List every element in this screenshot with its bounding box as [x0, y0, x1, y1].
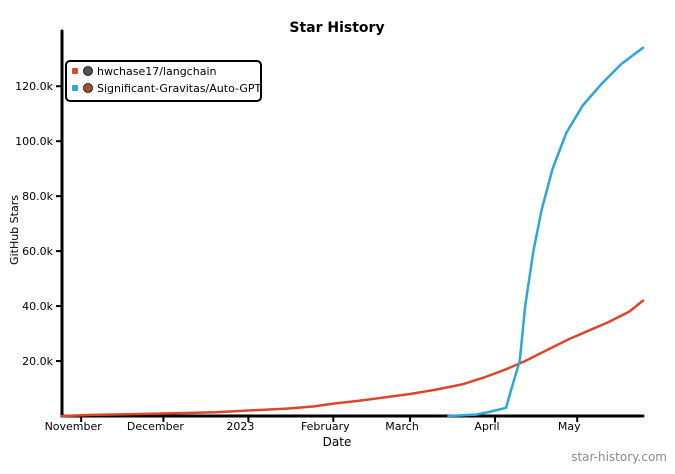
x-tick-label: March [385, 420, 419, 433]
series-line-1 [60, 299, 645, 418]
legend-box [65, 60, 262, 102]
y-tick-label: 40.0k [22, 300, 53, 313]
watermark: star-history.com [571, 450, 667, 464]
avatar-icon [83, 83, 93, 93]
x-tick-label: November [45, 420, 103, 433]
y-tick-label: 100.0k [15, 135, 53, 148]
x-tick-label: April [474, 420, 499, 433]
y-tick-label: 120.0k [15, 80, 53, 93]
legend-swatch [72, 68, 78, 74]
x-tick-label: December [127, 420, 185, 433]
series-line-2 [447, 46, 645, 418]
y-tick-label: 60.0k [22, 245, 53, 258]
x-tick-label: May [558, 420, 581, 433]
avatar-icon [83, 66, 93, 76]
x-tick-label: February [301, 420, 350, 433]
x-tick-label: 2023 [226, 420, 254, 433]
legend-label: hwchase17/langchain [97, 65, 216, 78]
chart-title: Star History [289, 20, 384, 36]
legend-swatch [72, 85, 78, 91]
y-axis-label: GitHub Stars [8, 195, 21, 265]
x-axis-label: Date [323, 435, 352, 449]
y-tick-label: 20.0k [22, 355, 53, 368]
y-tick-label: 80.0k [22, 190, 53, 203]
legend-label: Significant-Gravitas/Auto-GPT [97, 82, 262, 95]
watermark-text: star-history.com [571, 450, 667, 464]
